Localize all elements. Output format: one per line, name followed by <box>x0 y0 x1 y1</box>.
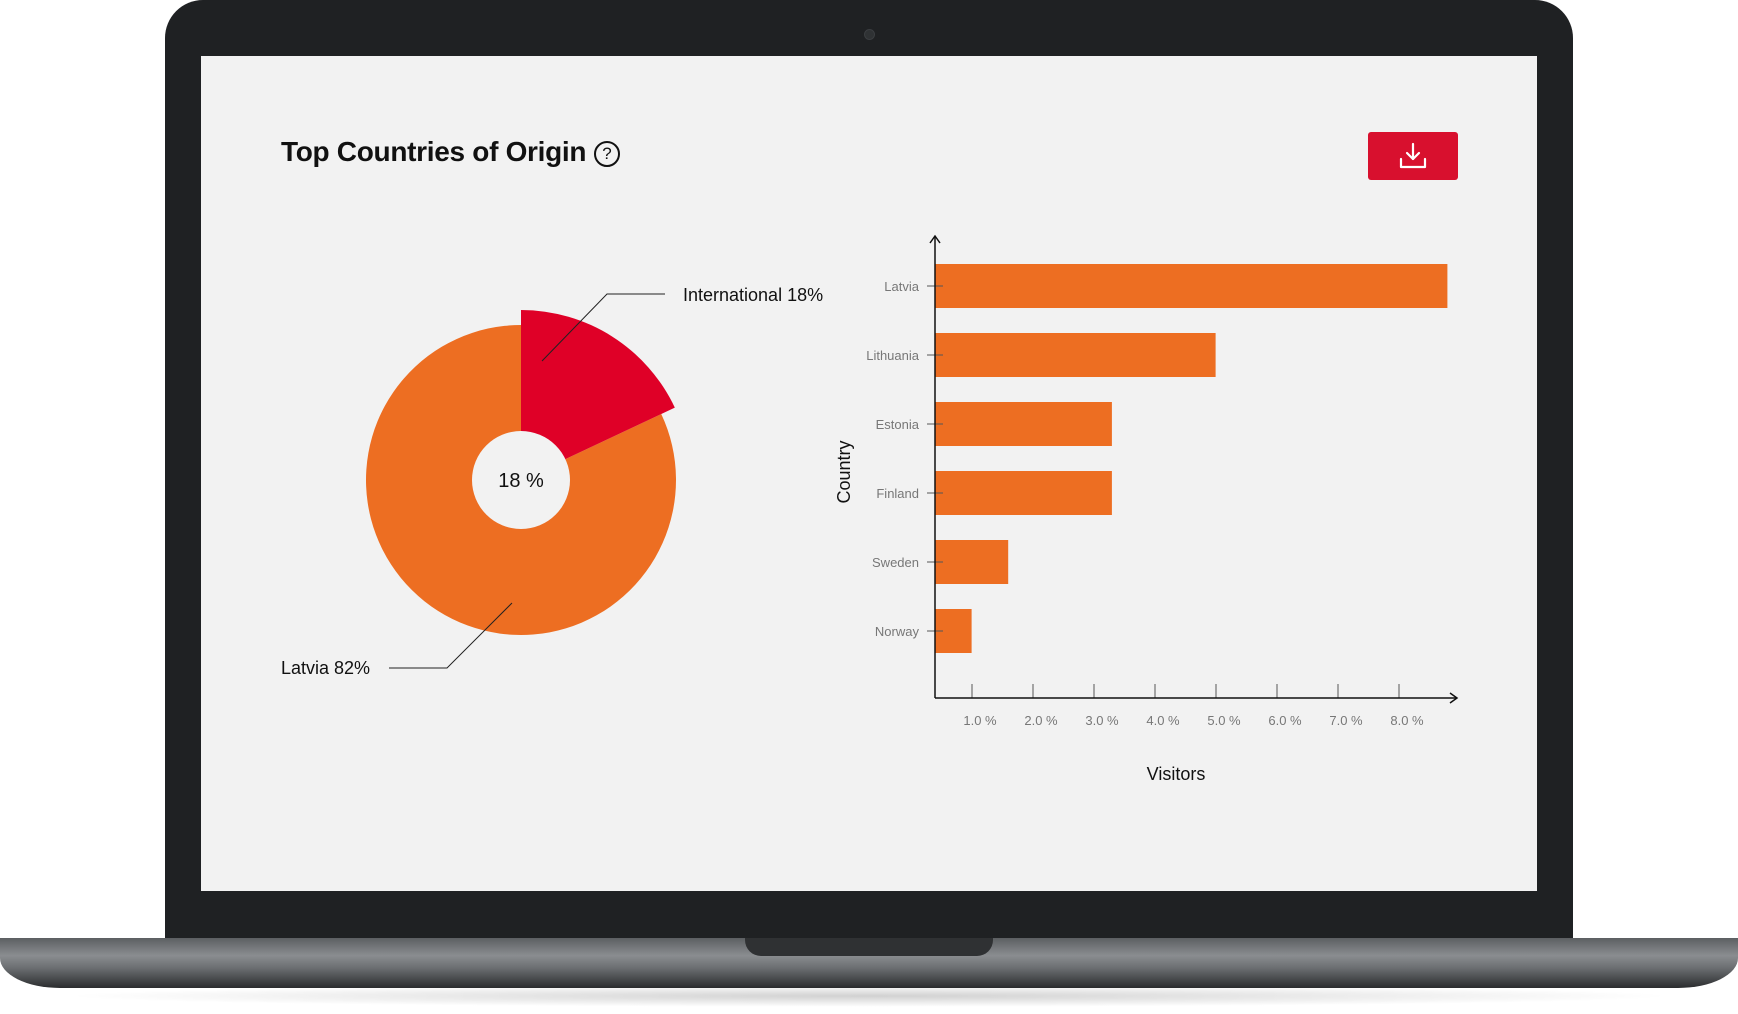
download-icon <box>1399 142 1427 169</box>
y-tick-label-latvia: Latvia <box>884 279 919 294</box>
download-button[interactable] <box>1368 132 1458 180</box>
x-ticks: 1.0 % 2.0 % 3.0 % 4.0 % 5.0 % 6.0 % 7.0 % 8.0 % <box>963 684 1424 728</box>
x-tick-label-3: 3.0 % <box>1085 713 1119 728</box>
pie-label-latvia: Latvia 82% <box>281 658 370 678</box>
x-axis-title: Visitors <box>1147 764 1206 784</box>
y-axis-arrow <box>929 234 941 244</box>
y-tick-label-lithuania: Lithuania <box>866 348 920 363</box>
bar-chart: Latvia Lithuania Estonia Finland Sweden Norwa… <box>834 234 1459 784</box>
bar-lithuania <box>935 333 1216 377</box>
leader-line-international <box>541 293 665 362</box>
donut-center-label: 18 % <box>498 470 544 492</box>
camera-icon <box>864 29 875 40</box>
screen: Top Countries of Origin ? 18 % Internati… <box>201 56 1537 891</box>
laptop-shadow <box>60 985 1678 1007</box>
y-tick-label-norway: Norway <box>875 624 920 639</box>
page-title: Top Countries of Origin <box>281 136 587 167</box>
y-tick-label-sweden: Sweden <box>872 555 919 570</box>
y-axis-title: Country <box>834 440 854 503</box>
x-tick-label-8: 8.0 % <box>1390 713 1424 728</box>
y-tick-label-estonia: Estonia <box>876 417 920 432</box>
question-circle-icon[interactable]: ? <box>594 141 620 167</box>
x-tick-label-7: 7.0 % <box>1329 713 1363 728</box>
y-tick-labels: Latvia Lithuania Estonia Finland Sweden Norwa… <box>866 279 943 639</box>
y-tick-label-finland: Finland <box>876 486 919 501</box>
donut-chart: 18 % International 18% Latvia 82% <box>281 285 823 678</box>
bar-estonia <box>935 402 1112 446</box>
bar-sweden <box>935 540 1009 584</box>
bar-finland <box>935 471 1112 515</box>
pie-slice-international <box>521 310 675 480</box>
x-tick-label-6: 6.0 % <box>1268 713 1302 728</box>
x-tick-label-2: 2.0 % <box>1024 713 1058 728</box>
donut-hole <box>472 431 570 529</box>
bars <box>935 264 1448 653</box>
bar-latvia <box>935 264 1448 308</box>
laptop-notch <box>745 938 993 956</box>
leader-line-latvia <box>389 602 513 669</box>
x-axis-arrow <box>1449 692 1459 704</box>
x-tick-label-4: 4.0 % <box>1146 713 1180 728</box>
x-tick-label-5: 5.0 % <box>1207 713 1241 728</box>
x-tick-label-1: 1.0 % <box>963 713 997 728</box>
charts-canvas: 18 % International 18% Latvia 82% Latvia… <box>281 234 1459 784</box>
pie-label-international: International 18% <box>683 285 823 305</box>
